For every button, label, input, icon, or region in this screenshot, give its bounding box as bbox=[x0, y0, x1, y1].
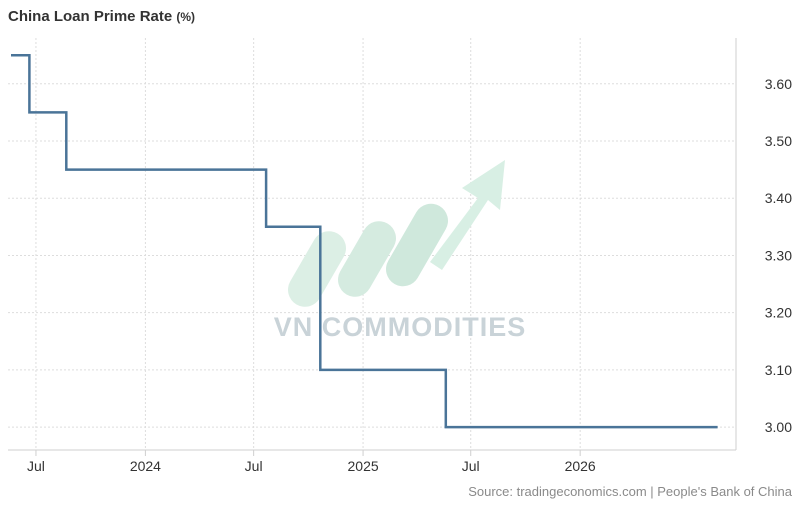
y-axis-ticks: 3.00 3.10 3.20 3.30 3.40 3.50 3.60 bbox=[765, 76, 792, 435]
y-tick-label: 3.50 bbox=[765, 133, 792, 149]
x-tick-label: Jul bbox=[462, 458, 480, 474]
series-line bbox=[11, 53, 718, 429]
x-tick-label: 2026 bbox=[565, 458, 596, 474]
y-tick-label: 3.10 bbox=[765, 362, 792, 378]
watermark-logo-bar-3 bbox=[386, 203, 448, 287]
y-tick-label: 3.00 bbox=[765, 419, 792, 435]
grid bbox=[8, 38, 737, 456]
x-axis-ticks: Jul 2024 Jul 2025 Jul 2026 bbox=[27, 458, 596, 474]
y-tick-label: 3.30 bbox=[765, 247, 792, 263]
chart-title-unit: (%) bbox=[176, 10, 196, 24]
watermark-logo-bar-2 bbox=[338, 221, 396, 297]
chart-title-text: China Loan Prime Rate bbox=[8, 8, 173, 25]
watermark: VN COMMODITIES bbox=[274, 160, 527, 342]
y-tick-label: 3.60 bbox=[765, 76, 792, 92]
x-tick-label: 2025 bbox=[348, 458, 379, 474]
x-tick-label: 2024 bbox=[130, 458, 161, 474]
source-note: Source: tradingeconomics.com | People's … bbox=[468, 484, 792, 499]
watermark-logo-bar-1 bbox=[288, 231, 346, 307]
x-tick-label: Jul bbox=[27, 458, 45, 474]
x-tick-label: Jul bbox=[245, 458, 263, 474]
y-tick-label: 3.20 bbox=[765, 305, 792, 321]
watermark-logo-arrow bbox=[430, 160, 505, 270]
watermark-text: VN COMMODITIES bbox=[274, 312, 527, 342]
y-tick-label: 3.40 bbox=[765, 190, 792, 206]
chart-title: China Loan Prime Rate (%) bbox=[8, 8, 195, 25]
